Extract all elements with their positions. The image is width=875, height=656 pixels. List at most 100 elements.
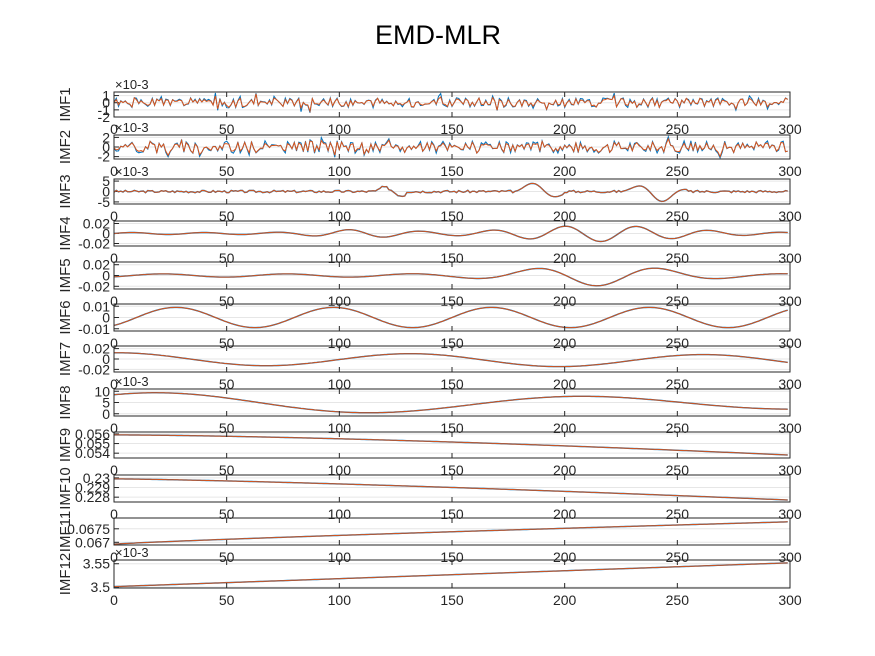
x-tick-label: 0 xyxy=(110,208,118,224)
y-axis-label: IMF3 xyxy=(57,174,74,208)
x-tick-label: 150 xyxy=(440,549,464,565)
x-tick-label: 150 xyxy=(440,592,464,608)
y-axis-label: IMF1 xyxy=(57,87,74,121)
y-tick-label: -2 xyxy=(98,109,111,125)
x-tick-label: 300 xyxy=(778,376,802,392)
y-tick-label: 0.054 xyxy=(75,445,110,461)
y-tick-label: 0.02 xyxy=(83,341,110,357)
y-axis-label: IMF11 xyxy=(57,511,74,552)
y-tick-label: 3.5 xyxy=(91,579,111,595)
x-tick-label: 250 xyxy=(666,549,690,565)
y-tick-label: 1 xyxy=(102,88,110,104)
series-predicted-line xyxy=(113,562,788,588)
x-tick-label: 250 xyxy=(666,592,690,608)
y-axis-label: IMF10 xyxy=(57,467,74,510)
series-predicted-line xyxy=(113,93,788,114)
y-tick-label: 0.228 xyxy=(75,489,110,505)
y-tick-label: 0.055 xyxy=(75,436,110,452)
x-tick-label: 300 xyxy=(778,592,802,608)
x-tick-label: 100 xyxy=(328,462,352,478)
x-tick-label: 200 xyxy=(553,163,577,179)
y-tick-label: 0.229 xyxy=(75,480,110,496)
x-tick-label: 250 xyxy=(666,208,690,224)
exponent-label: ×10-3 xyxy=(115,77,149,92)
series-predicted-line xyxy=(113,137,788,158)
y-tick-label: 0.02 xyxy=(83,216,110,232)
x-tick-label: 50 xyxy=(219,293,235,309)
x-tick-label: 150 xyxy=(440,208,464,224)
y-tick-label: 5 xyxy=(102,395,110,411)
exponent-label: ×10-3 xyxy=(115,164,149,179)
y-tick-label: 0 xyxy=(102,310,110,326)
x-tick-label: 200 xyxy=(553,335,577,351)
x-tick-label: 100 xyxy=(328,208,352,224)
x-tick-label: 250 xyxy=(666,121,690,137)
x-tick-label: 150 xyxy=(440,376,464,392)
y-tick-label: 0 xyxy=(102,184,110,200)
x-tick-label: 50 xyxy=(219,121,235,137)
x-tick-label: 150 xyxy=(440,335,464,351)
x-tick-label: 250 xyxy=(666,293,690,309)
x-tick-label: 50 xyxy=(219,592,235,608)
y-tick-label: 0.056 xyxy=(75,426,110,442)
chart-title: EMD-MLR xyxy=(375,20,501,50)
x-tick-label: 100 xyxy=(328,376,352,392)
y-axis-label: IMF6 xyxy=(57,300,74,334)
series-predicted-line xyxy=(114,478,788,501)
x-tick-label: 200 xyxy=(553,462,577,478)
x-tick-label: 50 xyxy=(219,335,235,351)
x-tick-label: 250 xyxy=(666,462,690,478)
y-tick-label: 5 xyxy=(102,173,110,189)
x-tick-label: 150 xyxy=(440,163,464,179)
x-tick-label: 50 xyxy=(219,208,235,224)
x-tick-label: 0 xyxy=(110,293,118,309)
x-tick-label: 0 xyxy=(110,376,118,392)
series-predicted-line xyxy=(114,352,788,368)
x-tick-label: 250 xyxy=(666,335,690,351)
y-axis-label: IMF9 xyxy=(57,428,74,462)
x-tick-label: 50 xyxy=(219,462,235,478)
x-tick-label: 300 xyxy=(778,335,802,351)
y-tick-label: -0.02 xyxy=(78,278,110,294)
x-tick-label: 150 xyxy=(440,462,464,478)
y-axis-label: IMF5 xyxy=(57,258,74,292)
x-tick-label: 250 xyxy=(666,376,690,392)
x-tick-label: 100 xyxy=(328,121,352,137)
y-tick-label: 10 xyxy=(94,383,110,399)
x-tick-label: 0 xyxy=(110,506,118,522)
y-axis-label: IMF4 xyxy=(57,216,74,250)
x-tick-label: 100 xyxy=(328,293,352,309)
exponent-label: ×10-3 xyxy=(115,374,149,389)
y-axis-label: IMF12 xyxy=(57,553,74,596)
exponent-label: ×10-3 xyxy=(115,120,149,135)
x-tick-label: 250 xyxy=(666,163,690,179)
x-tick-label: 200 xyxy=(553,293,577,309)
x-tick-label: 100 xyxy=(328,592,352,608)
y-axis-label: IMF8 xyxy=(57,385,74,419)
x-tick-label: 0 xyxy=(110,250,118,266)
series-predicted-line xyxy=(113,225,788,243)
y-axis-label: IMF2 xyxy=(57,130,74,164)
x-tick-label: 0 xyxy=(110,549,118,565)
y-tick-label: 0.02 xyxy=(83,257,110,273)
x-tick-label: 300 xyxy=(778,462,802,478)
x-tick-label: 100 xyxy=(328,335,352,351)
x-tick-label: 300 xyxy=(778,163,802,179)
x-tick-label: 0 xyxy=(110,420,118,436)
series-actual-line xyxy=(114,434,788,456)
x-tick-label: 0 xyxy=(110,163,118,179)
series-predicted-line xyxy=(113,392,788,414)
y-tick-label: 2 xyxy=(102,129,110,145)
y-tick-label: 0 xyxy=(102,406,110,422)
x-tick-label: 150 xyxy=(440,121,464,137)
x-tick-label: 200 xyxy=(553,592,577,608)
y-tick-label: 3.55 xyxy=(83,556,110,572)
